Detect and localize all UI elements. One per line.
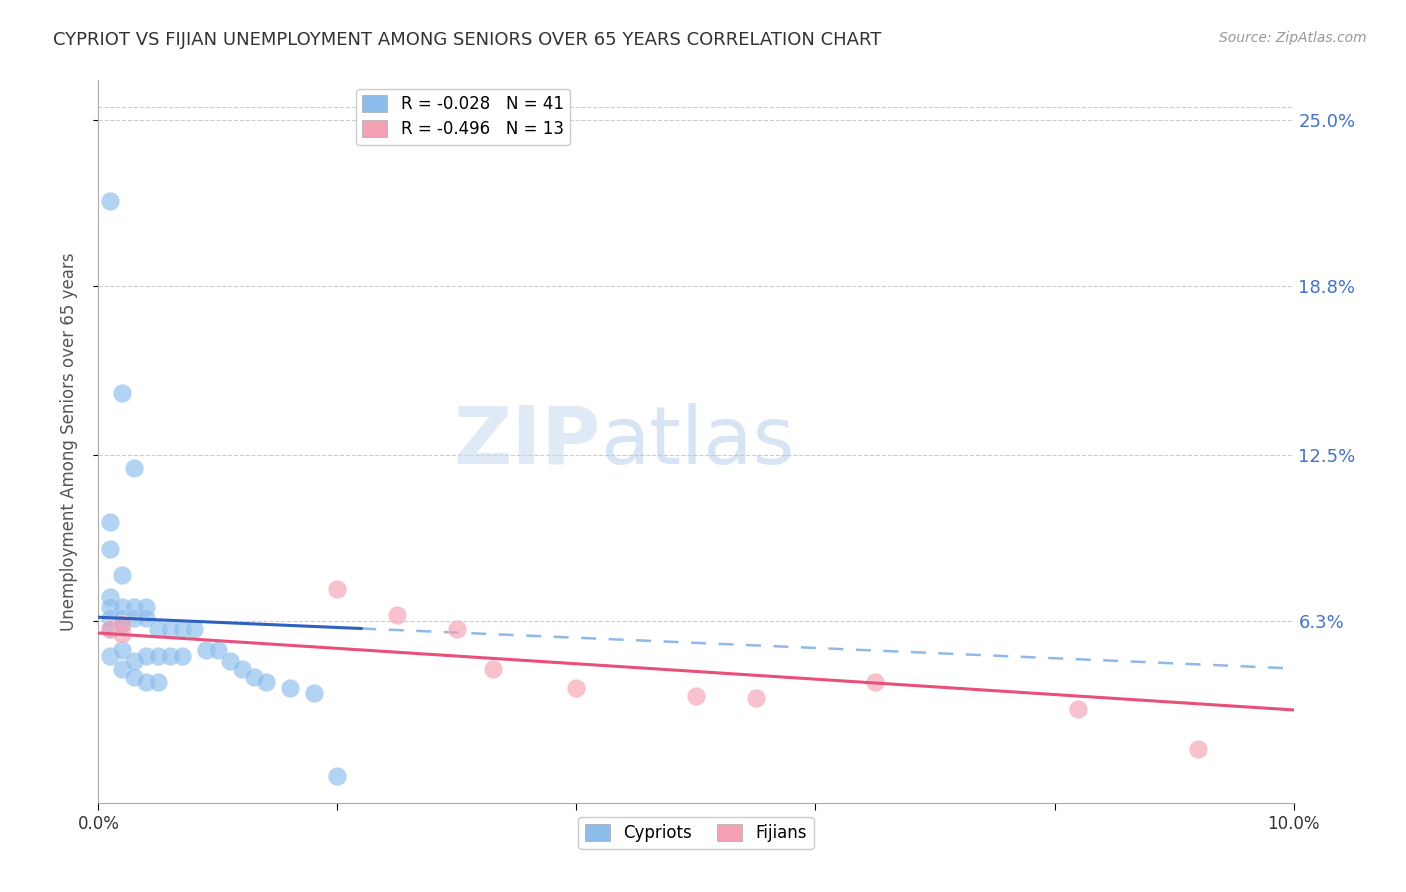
Point [98,194,122,208]
Point [98,622,122,636]
Point [685,689,707,703]
Point [111,600,134,615]
Point [135,611,157,625]
Point [172,648,194,663]
Point [98,515,122,529]
Text: Source: ZipAtlas.com: Source: ZipAtlas.com [1219,31,1367,45]
Point [124,600,146,615]
Text: ZIP: ZIP [453,402,600,481]
Point [111,662,134,676]
Point [148,648,170,663]
Point [231,662,253,676]
Point [195,643,218,657]
Point [111,616,134,631]
Point [98,590,122,604]
Point [278,681,301,695]
Point [243,670,266,684]
Point [98,611,122,625]
Point [111,616,134,631]
Point [1067,702,1090,716]
Point [135,675,157,690]
Point [98,600,122,615]
Point [254,675,277,690]
Point [326,769,349,783]
Point [111,568,134,582]
Point [124,461,146,475]
Point [98,541,122,556]
Point [207,643,229,657]
Text: atlas: atlas [600,402,794,481]
Point [482,662,505,676]
Point [98,622,122,636]
Point [135,600,157,615]
Point [446,622,468,636]
Point [98,648,122,663]
Point [111,611,134,625]
Point [172,622,194,636]
Point [135,648,157,663]
Point [1187,742,1209,756]
Legend: Cypriots, Fijians: Cypriots, Fijians [578,817,814,848]
Point [124,611,146,625]
Y-axis label: Unemployment Among Seniors over 65 years: Unemployment Among Seniors over 65 years [59,252,77,631]
Point [219,654,242,668]
Text: CYPRIOT VS FIJIAN UNEMPLOYMENT AMONG SENIORS OVER 65 YEARS CORRELATION CHART: CYPRIOT VS FIJIAN UNEMPLOYMENT AMONG SEN… [53,31,882,49]
Point [111,627,134,641]
Point [111,643,134,657]
Point [159,648,181,663]
Point [183,622,205,636]
Point [326,582,349,596]
Point [302,686,325,700]
Point [111,386,134,401]
Point [148,622,170,636]
Point [124,654,146,668]
Point [745,691,768,706]
Point [865,675,887,690]
Point [148,675,170,690]
Point [159,622,181,636]
Point [565,681,588,695]
Point [385,608,409,623]
Point [124,670,146,684]
